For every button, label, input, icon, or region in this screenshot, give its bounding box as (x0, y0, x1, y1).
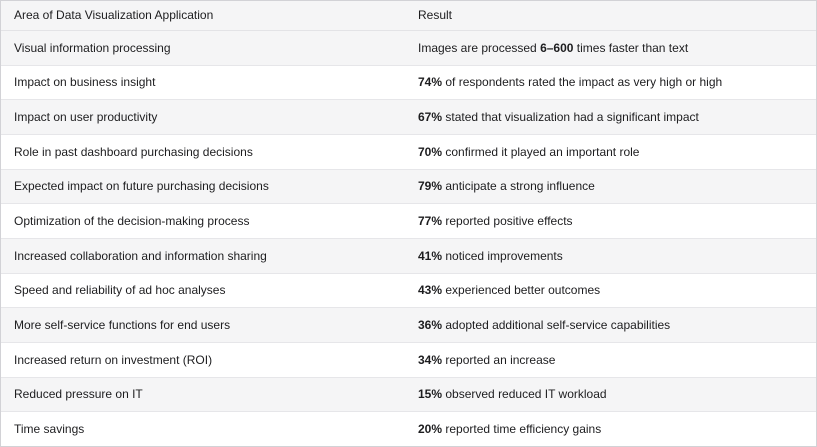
area-cell: Reduced pressure on IT (14, 387, 143, 402)
area-cell: Optimization of the decision-making proc… (14, 214, 250, 228)
table-row: Time savings 20% reported time efficiency… (1, 411, 816, 446)
area-cell: Expected impact on future purchasing dec… (14, 179, 269, 194)
result-cell: 34% reported an increase (418, 352, 556, 367)
table-header-row: Area of Data Visualization Application R… (1, 1, 816, 31)
table-row: Reduced pressure on IT 15% observed reduc… (1, 376, 816, 412)
area-cell: Role in past dashboard purchasing decisi… (14, 144, 253, 159)
result-cell: 79% anticipate a strong influence (418, 179, 595, 194)
result-cell: 43% experienced better outcomes (418, 283, 601, 298)
result-cell: 36% adopted additional self-service capa… (418, 318, 671, 333)
table-row: Increased collaboration and information … (1, 238, 816, 273)
area-cell: Speed and reliability of ad hoc analyses (14, 283, 226, 298)
result-cell: 67% stated that visualization had a sign… (418, 109, 699, 124)
result-cell: 15% observed reduced IT workload (418, 387, 607, 402)
table-row: Optimization of the decision-making proc… (1, 203, 816, 239)
area-cell: Visual information processing (14, 40, 171, 55)
table-row: Role in past dashboard purchasing decisi… (1, 134, 816, 169)
table-row: Visual information processing Images are … (1, 31, 816, 65)
result-cell: 70% confirmed it played an important rol… (418, 144, 640, 159)
area-cell: Impact on business insight (14, 75, 156, 90)
table-row: Impact on user productivity 67% stated th… (1, 99, 816, 135)
column-header-result: Result (418, 8, 453, 23)
area-cell: Impact on user productivity (14, 109, 158, 124)
column-header-area: Area of Data Visualization Application (14, 8, 214, 23)
table-row: Impact on business insight 74% of respond… (1, 64, 816, 100)
table-row: Expected impact on future purchasing dec… (1, 168, 816, 204)
table-row: Increased return on investment (ROI) 34% … (1, 342, 816, 377)
result-cell: 74% of respondents rated the impact as v… (418, 75, 723, 90)
area-cell: More self-service functions for end user… (14, 318, 231, 333)
area-cell: Increased collaboration and information … (14, 248, 267, 263)
result-cell: Images are processed 6–600 times faster … (418, 40, 689, 55)
area-cell: Time savings (14, 422, 85, 437)
result-cell: 77% reported positive effects (418, 214, 573, 228)
table-row: More self-service functions for end user… (1, 307, 816, 343)
table-row: Speed and reliability of ad hoc analyses… (1, 272, 816, 308)
result-cell: 41% noticed improvements (418, 248, 563, 263)
area-cell: Increased return on investment (ROI) (14, 352, 213, 367)
result-cell: 20% reported time efficiency gains (418, 422, 602, 437)
